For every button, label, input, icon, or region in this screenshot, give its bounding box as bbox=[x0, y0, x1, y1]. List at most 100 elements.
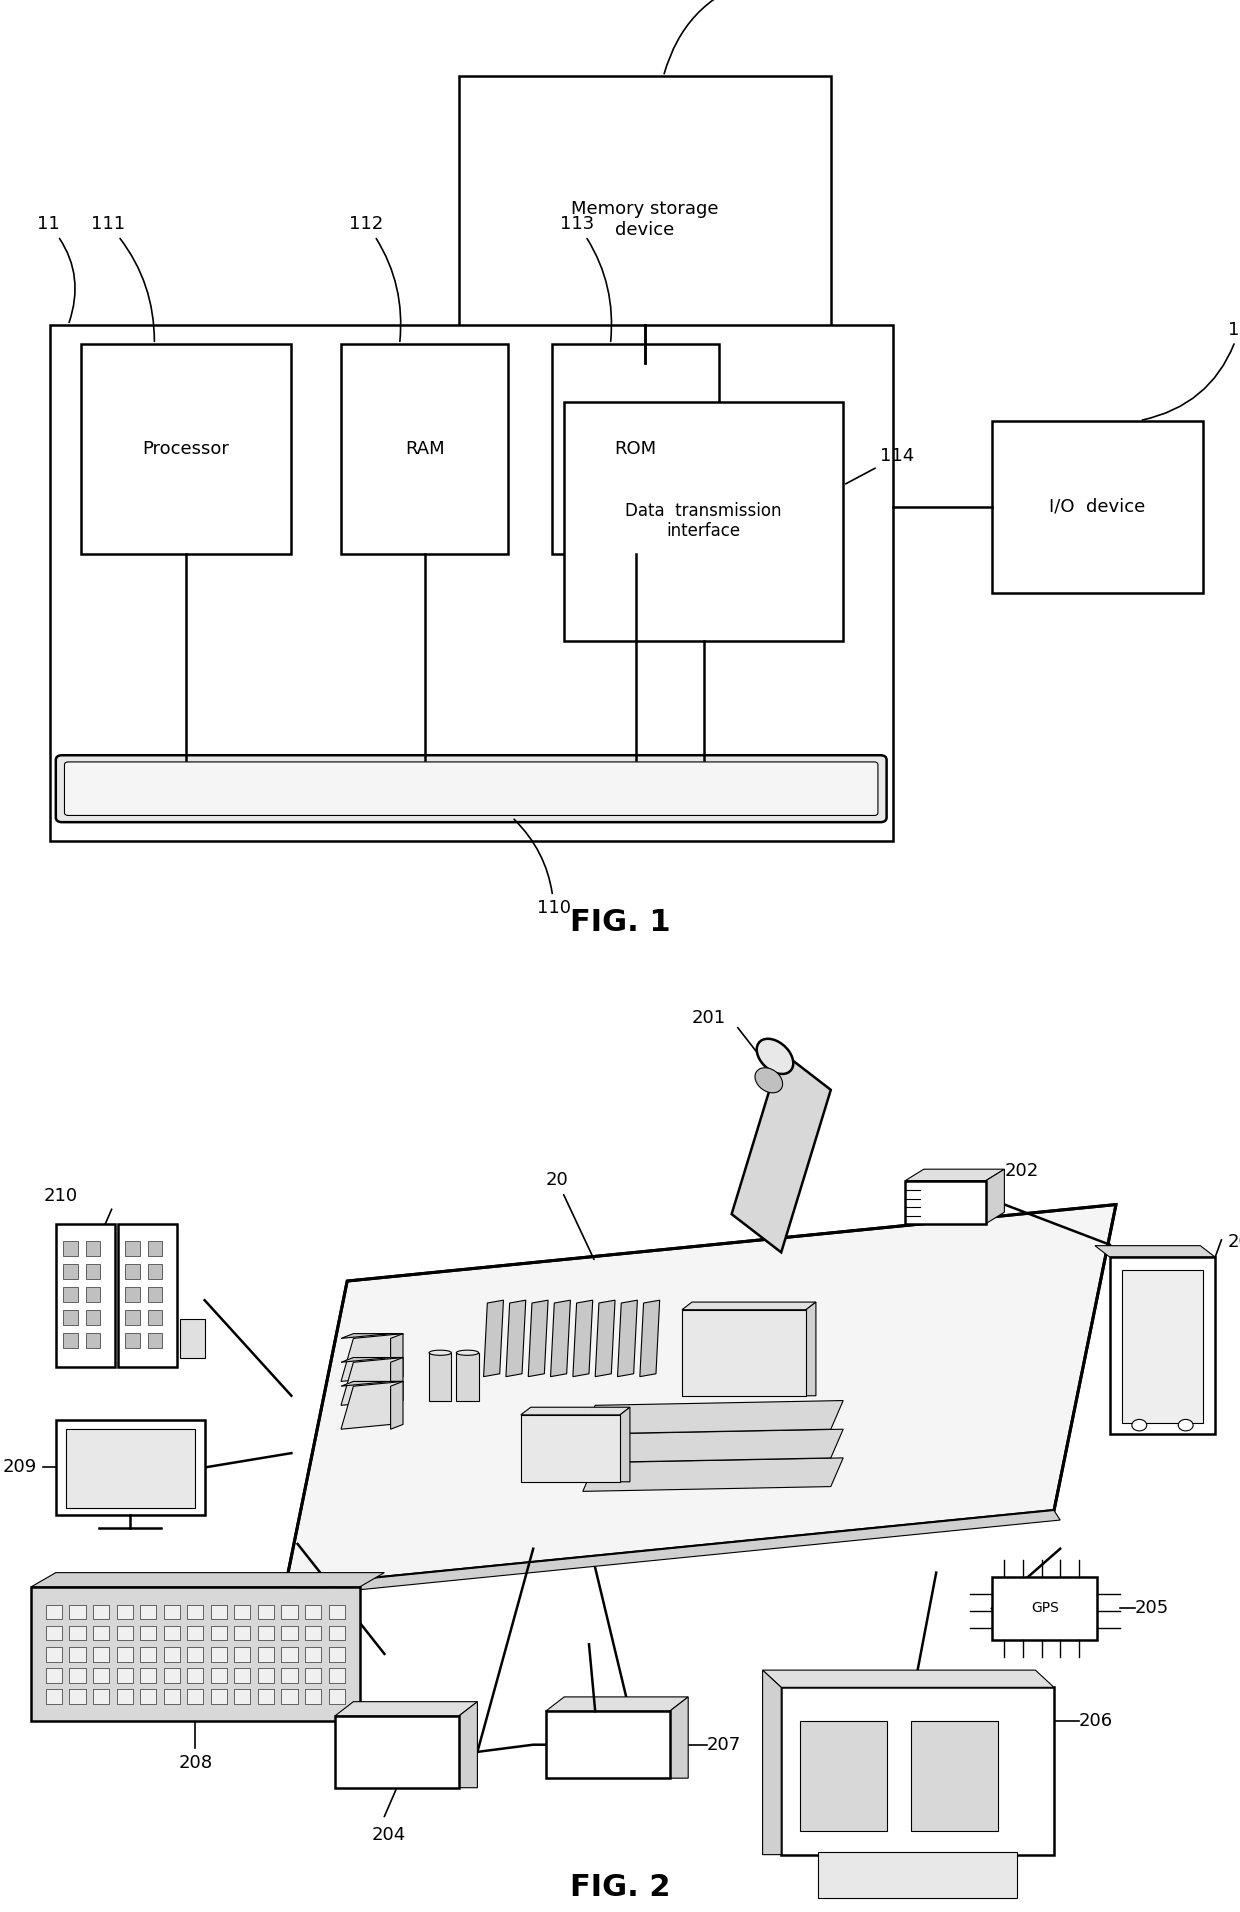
FancyBboxPatch shape bbox=[329, 1690, 345, 1704]
FancyBboxPatch shape bbox=[187, 1690, 203, 1704]
FancyBboxPatch shape bbox=[552, 344, 719, 554]
Polygon shape bbox=[806, 1302, 816, 1396]
FancyBboxPatch shape bbox=[46, 1606, 62, 1619]
Polygon shape bbox=[456, 1354, 479, 1400]
FancyBboxPatch shape bbox=[86, 1333, 100, 1348]
FancyBboxPatch shape bbox=[50, 325, 893, 841]
Polygon shape bbox=[546, 1698, 688, 1711]
Circle shape bbox=[1132, 1419, 1147, 1430]
FancyBboxPatch shape bbox=[329, 1625, 345, 1640]
Text: GPS: GPS bbox=[1030, 1602, 1059, 1616]
FancyBboxPatch shape bbox=[125, 1310, 140, 1325]
FancyBboxPatch shape bbox=[140, 1690, 156, 1704]
FancyBboxPatch shape bbox=[140, 1625, 156, 1640]
Polygon shape bbox=[341, 1380, 403, 1386]
Text: 201: 201 bbox=[691, 1010, 725, 1027]
Text: I/O  device: I/O device bbox=[1049, 497, 1146, 516]
Text: FIG. 2: FIG. 2 bbox=[569, 1874, 671, 1902]
FancyBboxPatch shape bbox=[234, 1690, 250, 1704]
Text: 208: 208 bbox=[179, 1755, 212, 1772]
Polygon shape bbox=[1095, 1247, 1215, 1258]
FancyBboxPatch shape bbox=[140, 1648, 156, 1662]
Polygon shape bbox=[670, 1698, 688, 1778]
FancyBboxPatch shape bbox=[911, 1721, 998, 1832]
FancyBboxPatch shape bbox=[1122, 1270, 1203, 1423]
Text: 205: 205 bbox=[1135, 1600, 1169, 1618]
FancyBboxPatch shape bbox=[781, 1688, 1054, 1855]
Ellipse shape bbox=[456, 1350, 479, 1356]
FancyBboxPatch shape bbox=[69, 1625, 86, 1640]
Text: 112: 112 bbox=[350, 216, 401, 342]
FancyBboxPatch shape bbox=[56, 1419, 205, 1514]
Polygon shape bbox=[583, 1400, 843, 1434]
FancyBboxPatch shape bbox=[164, 1648, 180, 1662]
Polygon shape bbox=[618, 1300, 637, 1377]
Polygon shape bbox=[640, 1300, 660, 1377]
Text: 10: 10 bbox=[665, 0, 779, 75]
Ellipse shape bbox=[429, 1350, 451, 1356]
Ellipse shape bbox=[756, 1038, 794, 1075]
FancyBboxPatch shape bbox=[93, 1606, 109, 1619]
Polygon shape bbox=[583, 1459, 843, 1491]
FancyBboxPatch shape bbox=[148, 1264, 162, 1279]
FancyBboxPatch shape bbox=[46, 1667, 62, 1683]
FancyBboxPatch shape bbox=[187, 1667, 203, 1683]
Polygon shape bbox=[335, 1702, 477, 1717]
FancyBboxPatch shape bbox=[281, 1625, 298, 1640]
FancyBboxPatch shape bbox=[125, 1241, 140, 1256]
FancyBboxPatch shape bbox=[93, 1690, 109, 1704]
FancyBboxPatch shape bbox=[46, 1625, 62, 1640]
FancyBboxPatch shape bbox=[140, 1606, 156, 1619]
FancyBboxPatch shape bbox=[180, 1319, 205, 1358]
Polygon shape bbox=[573, 1300, 593, 1377]
Text: RAM: RAM bbox=[405, 440, 444, 459]
FancyBboxPatch shape bbox=[140, 1667, 156, 1683]
FancyBboxPatch shape bbox=[329, 1667, 345, 1683]
FancyBboxPatch shape bbox=[117, 1625, 133, 1640]
FancyBboxPatch shape bbox=[93, 1625, 109, 1640]
FancyBboxPatch shape bbox=[800, 1721, 887, 1832]
FancyBboxPatch shape bbox=[258, 1690, 274, 1704]
Polygon shape bbox=[31, 1572, 384, 1587]
FancyBboxPatch shape bbox=[905, 1180, 986, 1224]
Polygon shape bbox=[583, 1430, 843, 1463]
Polygon shape bbox=[551, 1300, 570, 1377]
FancyBboxPatch shape bbox=[281, 1606, 298, 1619]
FancyBboxPatch shape bbox=[992, 421, 1203, 593]
FancyBboxPatch shape bbox=[234, 1667, 250, 1683]
FancyBboxPatch shape bbox=[164, 1625, 180, 1640]
FancyBboxPatch shape bbox=[125, 1287, 140, 1302]
FancyBboxPatch shape bbox=[258, 1648, 274, 1662]
FancyBboxPatch shape bbox=[63, 1310, 78, 1325]
FancyBboxPatch shape bbox=[46, 1648, 62, 1662]
FancyBboxPatch shape bbox=[211, 1648, 227, 1662]
Polygon shape bbox=[682, 1302, 816, 1310]
Polygon shape bbox=[341, 1380, 403, 1430]
FancyBboxPatch shape bbox=[329, 1606, 345, 1619]
FancyBboxPatch shape bbox=[125, 1264, 140, 1279]
Text: 111: 111 bbox=[92, 216, 155, 342]
FancyBboxPatch shape bbox=[234, 1606, 250, 1619]
FancyBboxPatch shape bbox=[117, 1648, 133, 1662]
FancyBboxPatch shape bbox=[305, 1690, 321, 1704]
Polygon shape bbox=[763, 1671, 781, 1855]
FancyBboxPatch shape bbox=[93, 1648, 109, 1662]
Polygon shape bbox=[521, 1407, 630, 1415]
FancyBboxPatch shape bbox=[63, 1287, 78, 1302]
FancyBboxPatch shape bbox=[564, 402, 843, 641]
FancyBboxPatch shape bbox=[86, 1264, 100, 1279]
FancyBboxPatch shape bbox=[459, 76, 831, 363]
Text: 203: 203 bbox=[1228, 1233, 1240, 1250]
Text: 204: 204 bbox=[372, 1826, 407, 1843]
Text: 114: 114 bbox=[846, 447, 915, 484]
FancyBboxPatch shape bbox=[69, 1648, 86, 1662]
FancyBboxPatch shape bbox=[305, 1625, 321, 1640]
FancyBboxPatch shape bbox=[69, 1690, 86, 1704]
Text: ROM: ROM bbox=[615, 440, 656, 459]
Text: 206: 206 bbox=[1079, 1711, 1114, 1730]
FancyBboxPatch shape bbox=[234, 1625, 250, 1640]
FancyBboxPatch shape bbox=[281, 1690, 298, 1704]
FancyBboxPatch shape bbox=[69, 1667, 86, 1683]
FancyBboxPatch shape bbox=[63, 1264, 78, 1279]
Polygon shape bbox=[506, 1300, 526, 1377]
